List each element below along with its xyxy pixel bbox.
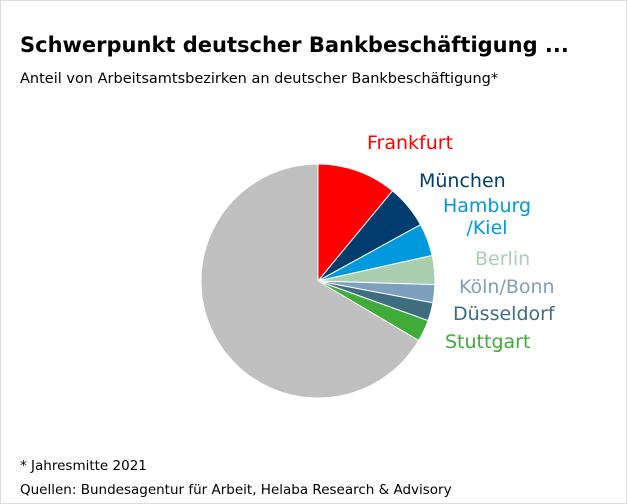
source: Quellen: Bundesagentur für Arbeit, Helab… — [20, 482, 452, 498]
slice-label: Stuttgart — [445, 331, 531, 353]
slice-label: Frankfurt — [367, 132, 454, 154]
pie-slice — [317, 163, 394, 283]
slice-label: Hamburg/Kiel — [442, 195, 532, 239]
footnote: * Jahresmitte 2021 — [20, 458, 147, 474]
chart-title: Schwerpunkt deutscher Bankbeschäftigung … — [20, 33, 569, 57]
pie-slice — [200, 163, 420, 399]
slice-label: München — [419, 170, 506, 192]
slice-label: Düsseldorf — [453, 303, 555, 325]
slice-label: Sonstige — [206, 269, 289, 291]
slice-label: Berlin — [475, 248, 531, 270]
slice-label: Köln/Bonn — [459, 276, 555, 298]
chart-subtitle: Anteil von Arbeitsamtsbezirken an deutsc… — [20, 71, 499, 87]
